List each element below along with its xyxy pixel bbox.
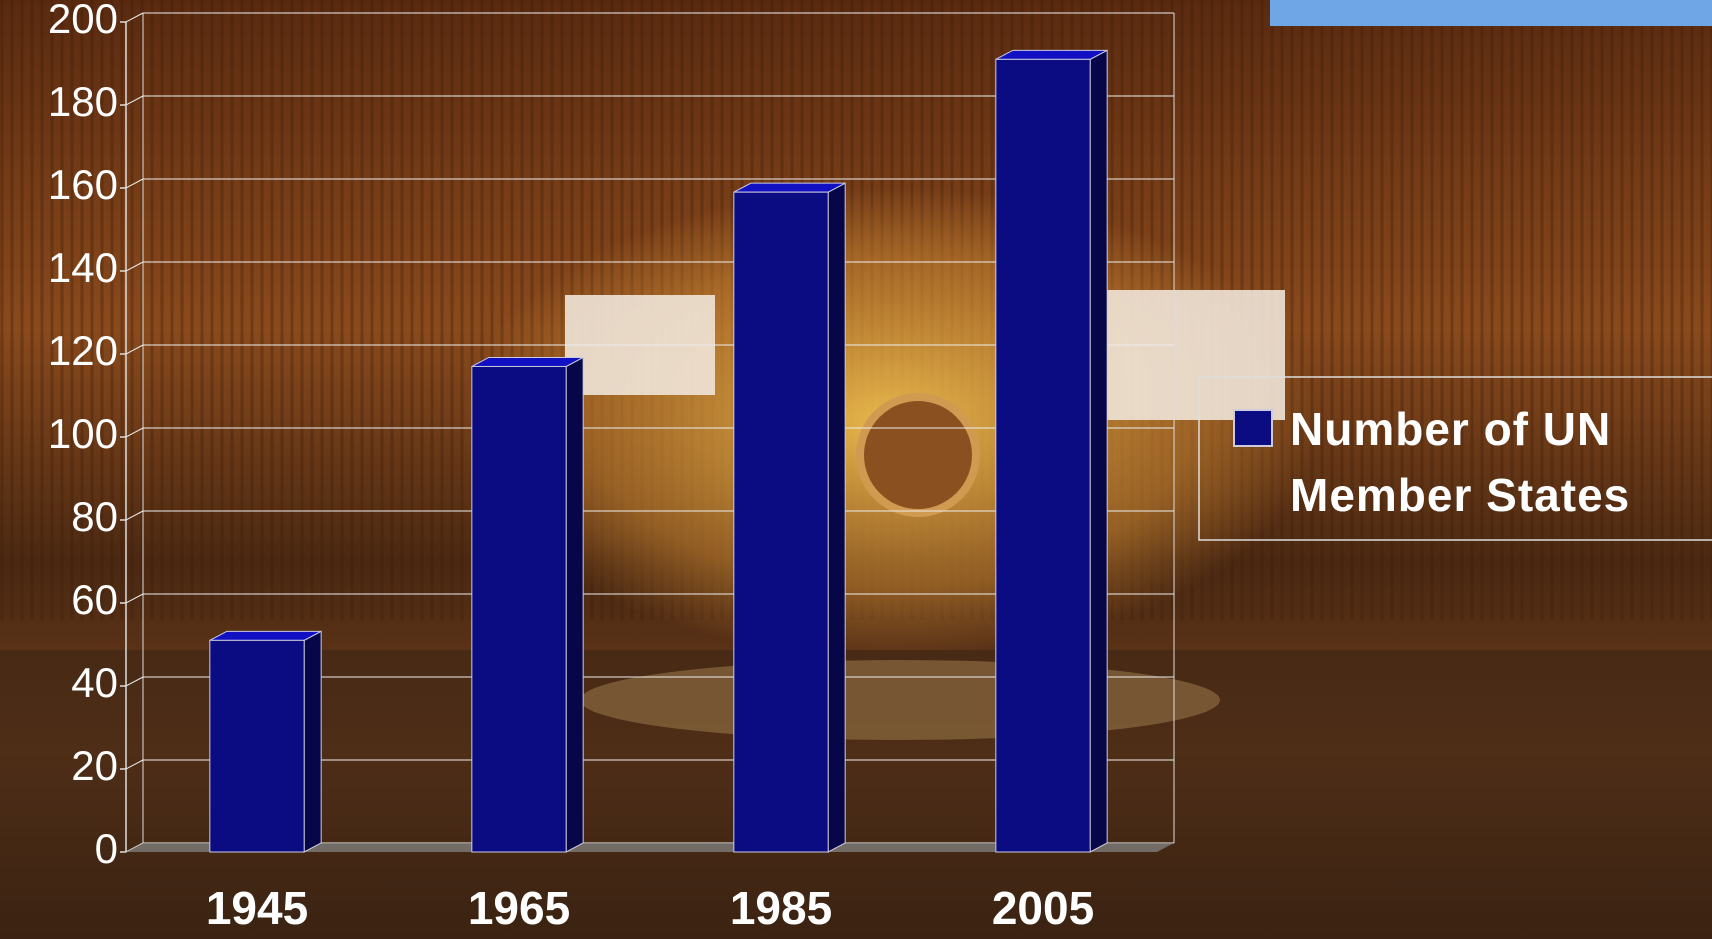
grid-line <box>125 759 144 770</box>
bar-top <box>995 49 1108 60</box>
y-tick-label: 80 <box>71 493 118 540</box>
x-tick-label: 1945 <box>206 882 308 934</box>
y-tick-label: 60 <box>71 576 118 623</box>
x-tick-label: 1985 <box>730 882 832 934</box>
y-tick-label: 0 <box>95 825 118 872</box>
grid-line <box>125 510 144 521</box>
bar-side <box>1089 49 1108 853</box>
grid-line <box>125 344 144 355</box>
y-tick-label: 40 <box>71 659 118 706</box>
grid-line <box>125 261 144 272</box>
x-tick-label: 2005 <box>992 882 1094 934</box>
bar <box>995 58 1091 853</box>
legend-box <box>1198 376 1712 541</box>
bar <box>471 365 567 853</box>
y-tick-label: 120 <box>48 327 118 374</box>
y-tick-label: 160 <box>48 161 118 208</box>
grid-line <box>125 427 144 438</box>
y-tick-label: 20 <box>71 742 118 789</box>
legend-swatch <box>1233 409 1273 447</box>
y-tick-label: 100 <box>48 410 118 457</box>
bar-top <box>733 182 846 193</box>
bar-top <box>209 630 322 641</box>
y-tick-label: 140 <box>48 244 118 291</box>
floor <box>126 843 1174 852</box>
legend-label: Number of UN Member States <box>1290 403 1631 521</box>
x-tick-label: 1965 <box>468 882 570 934</box>
grid-line <box>125 178 144 189</box>
grid-line <box>125 676 144 687</box>
bar <box>209 639 305 853</box>
y-tick-label: 180 <box>48 78 118 125</box>
grid-line <box>125 12 144 23</box>
bar-side <box>565 356 584 853</box>
y-tick-label: 200 <box>48 0 118 42</box>
grid-line <box>125 593 144 604</box>
bar-side <box>827 182 846 853</box>
bar-top <box>471 356 584 367</box>
bar <box>733 191 829 853</box>
bar-side <box>303 630 322 853</box>
grid-line <box>125 95 144 106</box>
